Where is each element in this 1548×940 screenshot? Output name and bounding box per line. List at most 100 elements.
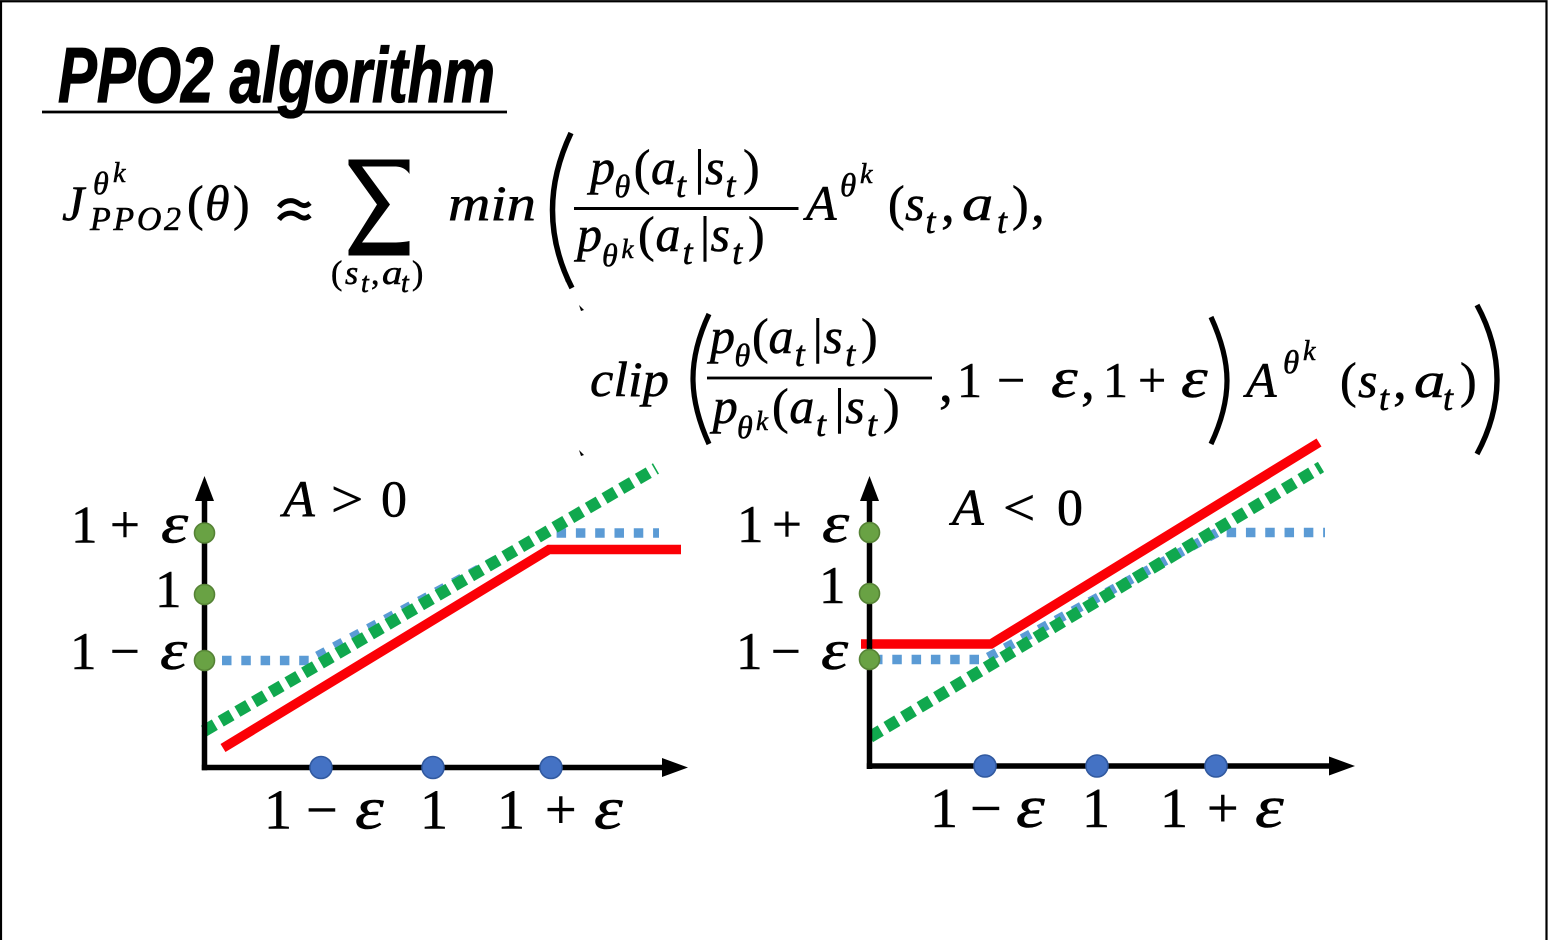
svg-text:k: k: [622, 234, 635, 264]
svg-text:t: t: [997, 201, 1008, 241]
svg-text:(: (: [752, 308, 769, 364]
svg-text:<: <: [1003, 478, 1035, 536]
svg-text:θ: θ: [737, 409, 753, 445]
svg-text:(: (: [888, 175, 905, 231]
svg-text:1: 1: [70, 623, 97, 681]
svg-text:,: ,: [1031, 172, 1045, 233]
svg-text:): ): [1012, 175, 1029, 231]
svg-text:,: ,: [1081, 349, 1095, 410]
svg-text:>: >: [331, 470, 363, 528]
svg-text:ε: ε: [161, 492, 188, 555]
svg-text:ε: ε: [1016, 775, 1045, 841]
svg-text:a: a: [962, 177, 993, 232]
svg-text:a: a: [1414, 354, 1445, 409]
svg-text:s: s: [823, 308, 842, 364]
svg-text:t: t: [1379, 378, 1390, 418]
svg-text:t: t: [401, 268, 410, 299]
svg-text:θ: θ: [602, 237, 618, 273]
svg-text:A: A: [949, 480, 984, 537]
svg-text:(: (: [1340, 352, 1357, 408]
svg-text:a: a: [789, 378, 814, 434]
svg-text:1: 1: [155, 561, 182, 619]
svg-text:(: (: [772, 378, 789, 434]
svg-text:ε: ε: [160, 619, 187, 682]
svg-text:|: |: [695, 139, 705, 195]
svg-text:t: t: [732, 232, 743, 272]
svg-text:,: ,: [1393, 349, 1407, 410]
svg-text:): ): [743, 139, 760, 195]
svg-text:1: 1: [420, 780, 448, 842]
svg-text:): ): [861, 308, 878, 364]
svg-text:min: min: [448, 175, 536, 231]
svg-text:t: t: [795, 334, 806, 374]
svg-text:J: J: [62, 175, 87, 231]
svg-text:+: +: [772, 496, 802, 554]
svg-text:1: 1: [736, 623, 763, 681]
svg-text:ε: ε: [1255, 775, 1284, 841]
svg-text:t: t: [926, 201, 937, 241]
svg-text:,: ,: [939, 352, 953, 413]
svg-text:s: s: [705, 139, 724, 195]
svg-text:p: p: [707, 308, 735, 364]
svg-text:k: k: [860, 159, 873, 190]
svg-text:): ): [1460, 352, 1477, 408]
svg-text:k: k: [113, 158, 126, 189]
svg-text:−: −: [110, 623, 140, 681]
svg-text:p: p: [710, 378, 738, 434]
svg-text:t: t: [845, 334, 856, 374]
svg-text:−: −: [771, 623, 801, 681]
svg-text:ε: ε: [1051, 347, 1078, 410]
svg-text:0: 0: [1057, 480, 1083, 537]
svg-text:θ: θ: [205, 175, 230, 231]
svg-text:+: +: [110, 497, 140, 555]
svg-text:PPO2 algorithm: PPO2 algorithm: [58, 32, 495, 119]
svg-text:θ: θ: [735, 337, 751, 373]
svg-text:1: 1: [264, 780, 292, 842]
svg-text:ε: ε: [355, 776, 384, 842]
svg-text:s: s: [905, 175, 924, 231]
svg-text:a: a: [382, 255, 402, 292]
svg-text:0: 0: [381, 472, 407, 529]
svg-text:s: s: [711, 206, 730, 262]
svg-text:1: 1: [1103, 352, 1128, 408]
svg-text:|: |: [700, 206, 710, 262]
svg-text:−: −: [970, 778, 1002, 840]
svg-text:(: (: [187, 175, 204, 231]
svg-text:s: s: [845, 378, 864, 434]
svg-text:t: t: [726, 165, 737, 205]
svg-text:t: t: [361, 268, 370, 299]
svg-text:1: 1: [1082, 778, 1110, 840]
svg-text:t: t: [683, 232, 694, 272]
svg-text:1: 1: [930, 778, 958, 840]
svg-text:ε: ε: [821, 619, 848, 682]
svg-text:p: p: [574, 206, 602, 262]
svg-text:(: (: [638, 206, 655, 262]
svg-text:A: A: [280, 472, 315, 529]
svg-text:s: s: [345, 255, 358, 292]
svg-text:1: 1: [957, 352, 982, 408]
svg-text:−: −: [997, 352, 1025, 408]
svg-text:t: t: [1443, 378, 1454, 418]
svg-text:1: 1: [819, 557, 846, 615]
svg-text:,: ,: [371, 255, 380, 292]
svg-text:1: 1: [71, 497, 98, 555]
svg-text:A: A: [1243, 352, 1277, 408]
svg-text:s: s: [1358, 352, 1377, 408]
svg-text:ε: ε: [1181, 347, 1208, 410]
svg-text:): ): [883, 378, 900, 434]
svg-text:t: t: [867, 404, 878, 444]
svg-text:−: −: [306, 780, 338, 842]
svg-text:ε: ε: [594, 776, 623, 842]
svg-text:1: 1: [737, 496, 764, 554]
svg-text:): ): [748, 206, 765, 262]
svg-text:,: ,: [941, 172, 955, 233]
svg-text:ε: ε: [822, 492, 849, 555]
svg-text:+: +: [545, 780, 577, 842]
svg-text:θ: θ: [93, 165, 109, 201]
svg-text:A: A: [803, 175, 837, 231]
svg-text:|: |: [813, 308, 823, 364]
svg-text:θ: θ: [615, 168, 631, 204]
svg-text:p: p: [587, 139, 615, 195]
svg-text:|: |: [835, 378, 845, 434]
svg-text:k: k: [756, 406, 769, 436]
